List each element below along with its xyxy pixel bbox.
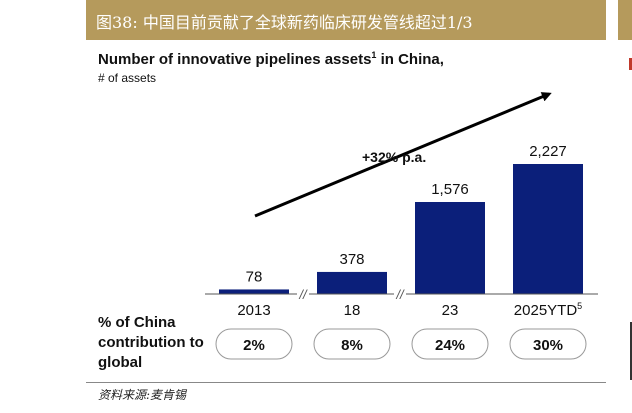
contribution-value: 8% [341, 337, 363, 354]
contribution-pill [313, 328, 391, 360]
contribution-pill [411, 328, 489, 360]
title-superscript: 1 [371, 50, 377, 60]
contribution-pills-layer: 2% 8% 24% 30% [215, 328, 587, 360]
data-label: 378 [339, 251, 364, 268]
data-label: 1,576 [431, 181, 469, 198]
axis-break-gap [297, 287, 309, 301]
x-tick-label: 2025YTD5 [514, 301, 582, 319]
data-label: 2,227 [529, 143, 567, 160]
bar-18 [317, 271, 387, 294]
adjacent-marker [629, 58, 632, 70]
bar-2013 [219, 289, 289, 294]
axis-break-gap [394, 287, 406, 301]
adjacent-banner [618, 0, 632, 40]
source-note: 资料来源:麦肯锡 [98, 388, 187, 402]
adjacent-figure-edge [618, 0, 632, 413]
bar-2025ytd [513, 164, 583, 294]
contribution-value: 2% [243, 337, 265, 354]
axis-break-mark: // [395, 287, 405, 302]
bar-23 [415, 202, 485, 294]
figure-banner: 图38: 中国目前贡献了全球新药临床研发管线超过1/3 [86, 0, 606, 40]
bottom-rule [86, 382, 606, 383]
contribution-value: 24% [435, 337, 465, 354]
figure-title: 图38: 中国目前贡献了全球新药临床研发管线超过1/3 [96, 13, 473, 32]
bars-layer [219, 164, 583, 294]
x-tick-label: 18 [344, 302, 361, 319]
contribution-value: 30% [533, 337, 563, 354]
contribution-row-label: % of China contribution to global [98, 314, 204, 371]
tick-superscript: 5 [577, 301, 582, 311]
x-tick-label: 23 [442, 302, 459, 319]
growth-annotation: +32% p.a. [362, 149, 426, 165]
data-label: 78 [246, 268, 263, 285]
contribution-pill [509, 328, 587, 360]
axis-breaks-layer: // // [297, 287, 406, 302]
labels-layer: 78 2013 378 18 1,576 23 2,227 2025YTD5 [237, 143, 582, 319]
adjacent-text-fragment [630, 322, 632, 380]
growth-arrow [254, 92, 552, 218]
chart-title: Number of innovative pipelines assets1 i… [98, 50, 444, 68]
contribution-pill [215, 328, 293, 360]
axis-break-mark: // [298, 287, 308, 302]
chart-subtitle: # of assets [98, 71, 157, 85]
x-tick-label: 2013 [237, 302, 270, 319]
